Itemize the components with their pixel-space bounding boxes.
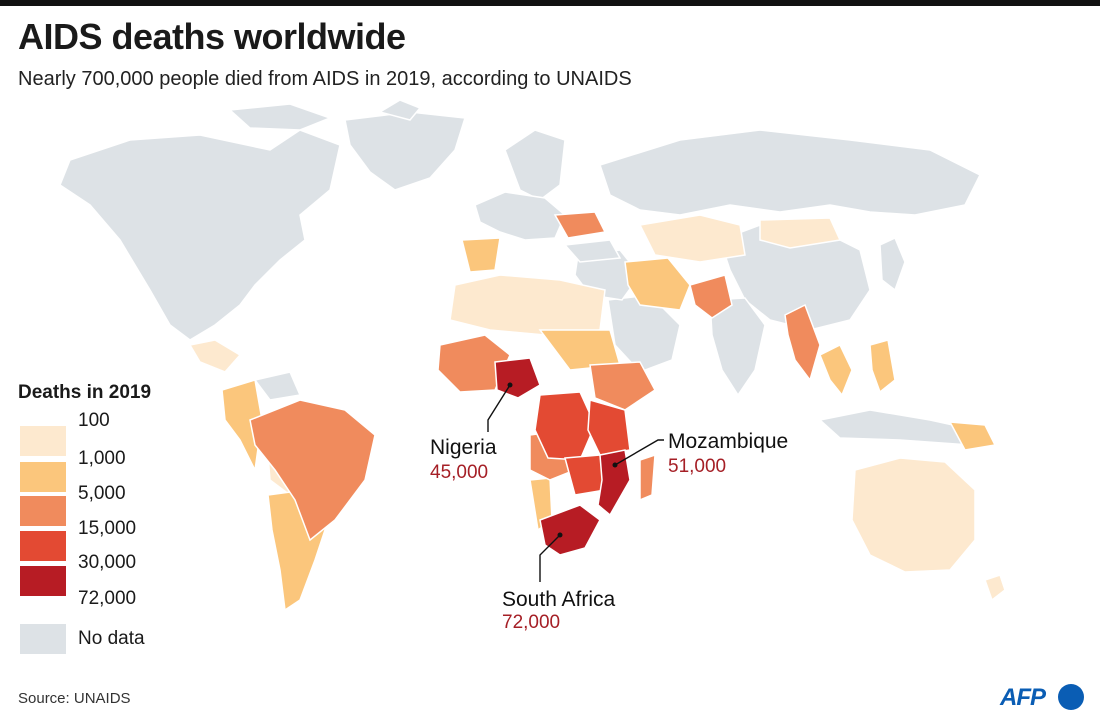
zambia-zimbabwe <box>564 454 606 496</box>
legend-swatch <box>20 426 66 456</box>
afp-logo-dot-icon <box>1058 684 1084 710</box>
callout-dots <box>507 382 618 538</box>
north-america <box>59 129 341 341</box>
nigeria-leader <box>487 384 511 432</box>
legend-tick: 72,000 <box>78 588 137 609</box>
callout-mozambique-name: Mozambique <box>668 430 789 453</box>
data-countries <box>188 211 1006 612</box>
legend-no-data-label: No data <box>78 628 145 649</box>
west-africa <box>437 334 511 393</box>
south-africa-dot <box>557 532 563 538</box>
mozambique <box>597 449 631 517</box>
ukraine <box>553 211 607 239</box>
japan <box>879 236 906 292</box>
western-europe <box>474 191 566 241</box>
legend-no-data-swatch <box>20 624 66 654</box>
top-rule <box>0 0 1100 6</box>
south-africa <box>539 504 601 556</box>
drc <box>534 391 596 461</box>
greenland <box>344 111 466 191</box>
brazil <box>249 399 376 542</box>
page-title: AIDS deaths worldwide <box>18 16 406 57</box>
tier-30000-72000 <box>494 357 631 556</box>
southern-europe <box>461 237 501 273</box>
legend-tick: 1,000 <box>78 448 126 469</box>
callout-nigeria-value: 45,000 <box>430 462 489 483</box>
turkey <box>563 239 622 263</box>
tier-15000-30000 <box>534 391 631 496</box>
mongolia <box>759 217 842 249</box>
mozambique-dot <box>612 462 618 468</box>
philippines <box>869 339 896 394</box>
callout-south-africa-value: 72,000 <box>502 612 561 633</box>
pakistan <box>689 274 733 319</box>
tier-5000-15000 <box>249 211 821 542</box>
callout-mozambique-value: 51,000 <box>668 456 727 477</box>
southeast-asia-low <box>819 343 853 397</box>
antarctica-fringe <box>378 99 422 121</box>
central-asia <box>638 214 746 263</box>
central-america <box>188 339 242 373</box>
callout-nigeria-name: Nigeria <box>430 436 497 459</box>
legend-swatch <box>20 496 66 526</box>
myanmar-thailand <box>784 303 821 382</box>
south-africa-leader <box>539 534 561 582</box>
russia <box>599 129 982 216</box>
afp-logo-text: AFP <box>1000 684 1046 711</box>
australia <box>851 457 976 573</box>
no-data-landmass <box>59 99 987 446</box>
scandinavia <box>504 129 566 201</box>
tier-100-1000 <box>188 214 1006 602</box>
madagascar <box>639 453 656 502</box>
callout-lines <box>487 384 664 582</box>
legend-tick: 100 <box>78 410 110 431</box>
nigeria-dot <box>507 382 513 388</box>
legend-tick: 5,000 <box>78 483 126 504</box>
india <box>709 297 766 397</box>
legend-swatch <box>20 531 66 561</box>
legend-title: Deaths in 2019 <box>18 382 152 403</box>
page-subtitle: Nearly 700,000 people died from AIDS in … <box>18 68 632 90</box>
nigeria <box>494 357 541 399</box>
canadian-islands <box>228 103 333 131</box>
source-note: Source: UNAIDS <box>18 690 131 707</box>
legend-swatch <box>20 566 66 596</box>
iran <box>624 257 691 311</box>
legend-swatch <box>20 462 66 492</box>
papua <box>948 421 997 451</box>
callout-south-africa-name: South Africa <box>502 588 616 611</box>
south-america-nodata <box>253 371 302 401</box>
andes-west <box>221 379 263 473</box>
legend-tick: 30,000 <box>78 552 137 573</box>
mozambique-leader <box>614 439 664 466</box>
new-zealand <box>984 574 1006 602</box>
east-africa-horn <box>589 361 656 411</box>
legend-tick: 15,000 <box>78 518 137 539</box>
